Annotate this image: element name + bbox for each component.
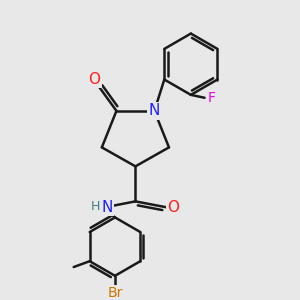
- Text: O: O: [88, 72, 101, 87]
- Text: N: N: [101, 200, 113, 215]
- Text: N: N: [149, 103, 160, 118]
- Text: H: H: [91, 200, 100, 213]
- Text: Br: Br: [107, 286, 123, 300]
- Text: F: F: [207, 91, 215, 105]
- Text: O: O: [167, 200, 179, 215]
